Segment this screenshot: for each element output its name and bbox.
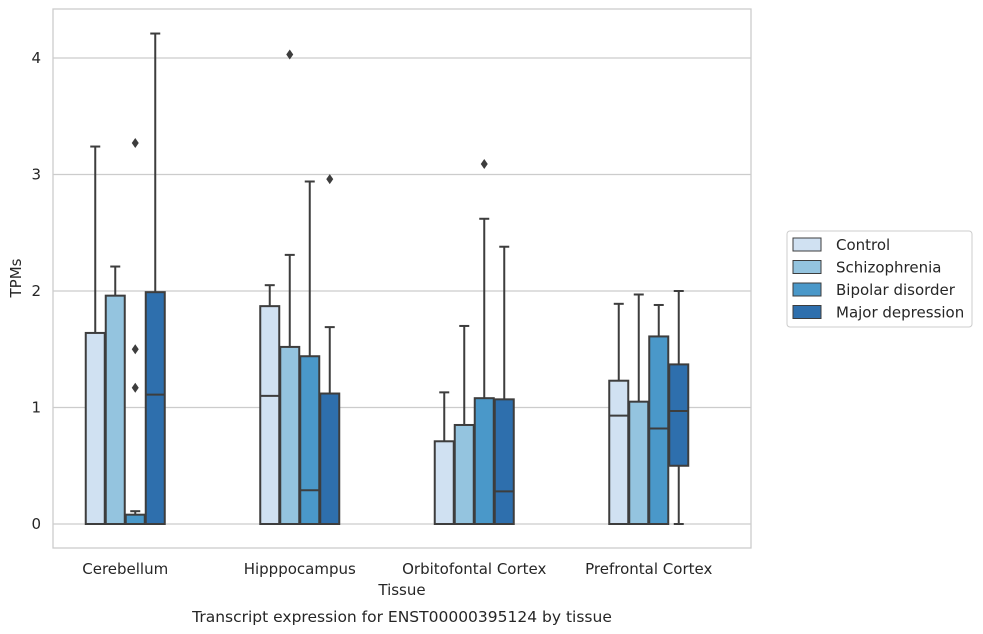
x-axis-title: Tissue [377, 581, 425, 599]
box-schizophrenia [279, 49, 301, 526]
x-tick-label: Prefrontal Cortex [585, 560, 712, 578]
box-control [259, 284, 281, 525]
box-rect [299, 355, 321, 525]
legend-swatch [792, 282, 822, 297]
box-rect [319, 392, 341, 525]
box-schizophrenia [453, 324, 475, 526]
outlier-point [326, 174, 334, 185]
box-bipolar-disorder [299, 180, 321, 525]
box-rect [473, 397, 495, 525]
box-schizophrenia [104, 265, 126, 525]
box-rect [144, 291, 166, 526]
y-tick-label: 4 [31, 49, 41, 67]
chart-caption: Transcript expression for ENST0000039512… [191, 608, 612, 626]
box-major-depression [668, 290, 690, 525]
legend: Control Schizophrenia Bipolar disorder Majo… [786, 230, 973, 328]
outlier-point [131, 138, 139, 149]
box-rect [493, 398, 515, 525]
box-rect [628, 400, 650, 525]
boxes [84, 32, 690, 526]
box-major-depression [144, 32, 166, 526]
x-tick-labels: Cerebellum Hipppocampus Orbitofontal Corte… [82, 560, 712, 578]
box-rect [453, 423, 475, 526]
box-rect [648, 335, 670, 525]
box-rect [668, 363, 690, 467]
box-bipolar-disorder [473, 159, 495, 525]
outlier-point [286, 49, 294, 60]
y-tick-label: 2 [31, 282, 41, 300]
legend-label: Schizophrenia [836, 259, 941, 277]
y-tick-label: 3 [31, 166, 41, 184]
legend-frame [786, 230, 973, 328]
legend-label: Major depression [836, 304, 964, 322]
outlier-point [131, 344, 139, 355]
y-tick-label: 1 [31, 399, 41, 417]
x-tick-label: Cerebellum [82, 560, 168, 578]
box-major-depression [319, 174, 341, 525]
legend-label: Control [836, 236, 890, 254]
box-schizophrenia [628, 293, 650, 525]
box-rect [124, 513, 146, 525]
box-rect [84, 331, 106, 525]
y-tick-labels: 0 1 2 3 4 [31, 49, 41, 533]
legend-label: Bipolar disorder [836, 281, 956, 299]
box-major-depression [493, 245, 515, 525]
box-rect [279, 345, 301, 526]
box-control [608, 302, 630, 525]
legend-swatch [792, 305, 822, 319]
legend-swatch [792, 237, 822, 252]
outlier-point [480, 159, 488, 170]
box-rect [608, 379, 630, 525]
outlier-point [131, 382, 139, 393]
box-bipolar-disorder [124, 138, 146, 525]
plot-frame [52, 8, 752, 549]
box-rect [433, 440, 455, 525]
box-bipolar-disorder [648, 303, 670, 525]
y-axis-title: TPMs [7, 258, 25, 298]
box-rect [104, 294, 126, 525]
legend-swatch [792, 260, 822, 274]
box-control [433, 391, 455, 525]
x-tick-label: Orbitofontal Cortex [402, 560, 546, 578]
y-tick-label: 0 [31, 515, 41, 533]
box-control [84, 145, 106, 525]
box-rect [259, 305, 281, 525]
x-tick-label: Hipppocampus [244, 560, 356, 578]
